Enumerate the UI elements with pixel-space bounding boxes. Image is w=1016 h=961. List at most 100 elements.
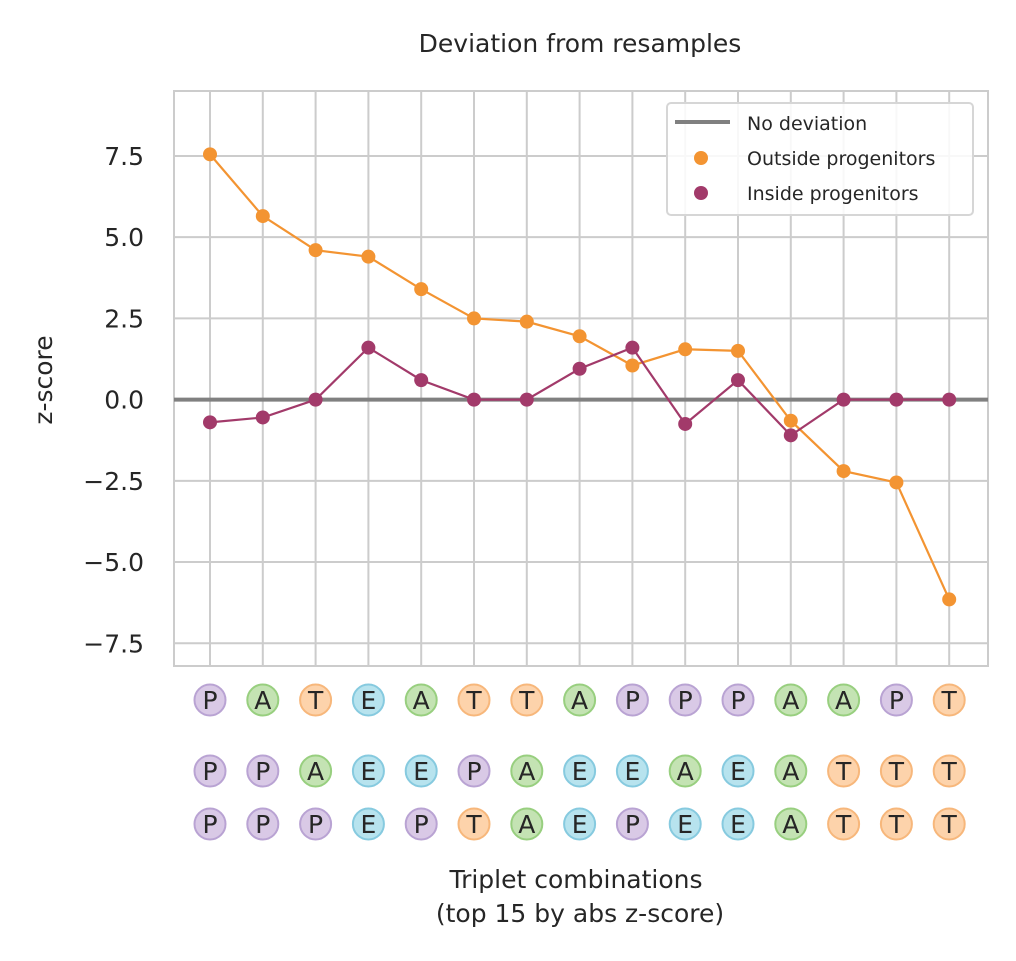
y-tick-label: 5.0 — [104, 223, 144, 252]
triplet-letter: P — [625, 810, 640, 839]
series-inside-progenitors — [203, 340, 957, 443]
triplet-letter: E — [730, 757, 746, 786]
triplet-badge — [827, 754, 861, 788]
data-point — [467, 392, 481, 407]
data-point — [783, 413, 798, 428]
triplet-letter: T — [941, 810, 958, 839]
triplet-column: A EE — [563, 683, 597, 841]
triplet-badge — [774, 683, 808, 717]
triplet-letter: A — [413, 686, 430, 715]
y-tick-label: 7.5 — [104, 142, 144, 171]
triplet-badge — [510, 754, 544, 788]
triplet-letter: A — [782, 686, 799, 715]
data-point — [519, 392, 534, 407]
triplet-letter: P — [308, 810, 323, 839]
triplet-letter: A — [782, 757, 799, 786]
triplet-labels: PPPAPPTAPEEEAEPTPTTAAAEEPEPPAEPEEAAAATTP… — [193, 683, 966, 841]
series — [203, 147, 957, 607]
legend: No deviation Outside progenitors Inside pr… — [666, 102, 974, 216]
triplet-badge — [299, 754, 333, 788]
triplet-column: TTT — [932, 683, 966, 841]
triplet-letter: T — [941, 757, 958, 786]
legend-box — [666, 102, 974, 216]
triplet-letter: T — [888, 810, 905, 839]
triplet-letter: A — [571, 686, 588, 715]
triplet-badge — [246, 683, 280, 717]
triplet-letter: E — [572, 810, 588, 839]
triplet-badge — [932, 807, 966, 841]
triplet-badge — [351, 754, 385, 788]
triplet-badge — [404, 683, 438, 717]
triplet-badge — [510, 683, 544, 717]
triplet-column: A TT — [827, 683, 861, 841]
data-point — [203, 147, 217, 162]
triplet-badge — [774, 807, 808, 841]
triplet-column: P TT — [879, 683, 913, 841]
triplet-letter: P — [202, 686, 217, 715]
triplet-badge — [246, 754, 280, 788]
data-point — [414, 282, 429, 297]
y-tick-label: −7.5 — [83, 629, 144, 658]
x-axis-label-line-2: (top 15 by abs z-score) — [436, 899, 724, 928]
triplet-letter: T — [518, 686, 535, 715]
triplet-letter: T — [835, 810, 852, 839]
y-axis-label: z-score — [29, 335, 58, 424]
triplet-letter: T — [888, 757, 905, 786]
data-point — [308, 243, 323, 258]
triplet-letter: P — [202, 757, 217, 786]
triplet-badge — [827, 683, 861, 717]
triplet-letter: A — [254, 686, 271, 715]
triplet-column: PPP — [193, 683, 227, 841]
triplet-badge — [563, 754, 597, 788]
triplet-letter: P — [255, 810, 270, 839]
data-point — [467, 311, 481, 326]
triplet-badge — [510, 807, 544, 841]
legend-swatch-series — [694, 186, 708, 200]
triplet-column: P AE — [668, 683, 702, 841]
data-point — [572, 361, 587, 376]
data-point — [889, 475, 904, 490]
triplet-letter: P — [255, 757, 270, 786]
data-point — [255, 410, 270, 425]
data-point — [731, 343, 745, 358]
triplet-letter: E — [677, 810, 693, 839]
triplet-badge — [721, 754, 755, 788]
triplet-badge — [193, 683, 227, 717]
triplet-badge — [668, 807, 702, 841]
triplet-letter: P — [414, 810, 429, 839]
data-point — [783, 428, 798, 443]
triplet-letter: A — [782, 810, 799, 839]
data-point — [203, 415, 217, 430]
y-tick-label: −2.5 — [83, 467, 144, 496]
triplet-badge — [457, 807, 491, 841]
triplet-badge — [932, 683, 966, 717]
legend-label-series: Inside progenitors — [747, 183, 919, 205]
triplet-badge — [299, 683, 333, 717]
triplet-column: TPT — [457, 683, 491, 841]
triplet-badge — [721, 683, 755, 717]
triplet-letter: A — [518, 810, 535, 839]
data-point — [361, 340, 376, 355]
triplet-letter: A — [677, 757, 694, 786]
data-point — [308, 392, 323, 407]
data-point — [361, 249, 376, 264]
triplet-letter: E — [625, 757, 641, 786]
plot-frame — [173, 90, 989, 667]
triplet-column: A EP — [404, 683, 438, 841]
data-point — [942, 592, 957, 607]
triplet-badge — [668, 754, 702, 788]
triplet-badge — [563, 807, 597, 841]
data-point — [414, 373, 429, 388]
triplet-badge — [351, 683, 385, 717]
triplet-badge — [827, 807, 861, 841]
triplet-badge — [879, 754, 913, 788]
triplet-column: EEE — [351, 683, 385, 841]
y-axis-ticks: 7.5 5.0 2.5 0.0 −2.5 −5.0 −7.5 — [83, 142, 144, 658]
triplet-letter: E — [413, 757, 429, 786]
triplet-column: P EE — [721, 683, 755, 841]
y-tick-label: 2.5 — [104, 304, 144, 333]
triplet-letter: E — [730, 810, 746, 839]
triplet-letter: A — [307, 757, 324, 786]
triplet-letter: T — [465, 686, 482, 715]
